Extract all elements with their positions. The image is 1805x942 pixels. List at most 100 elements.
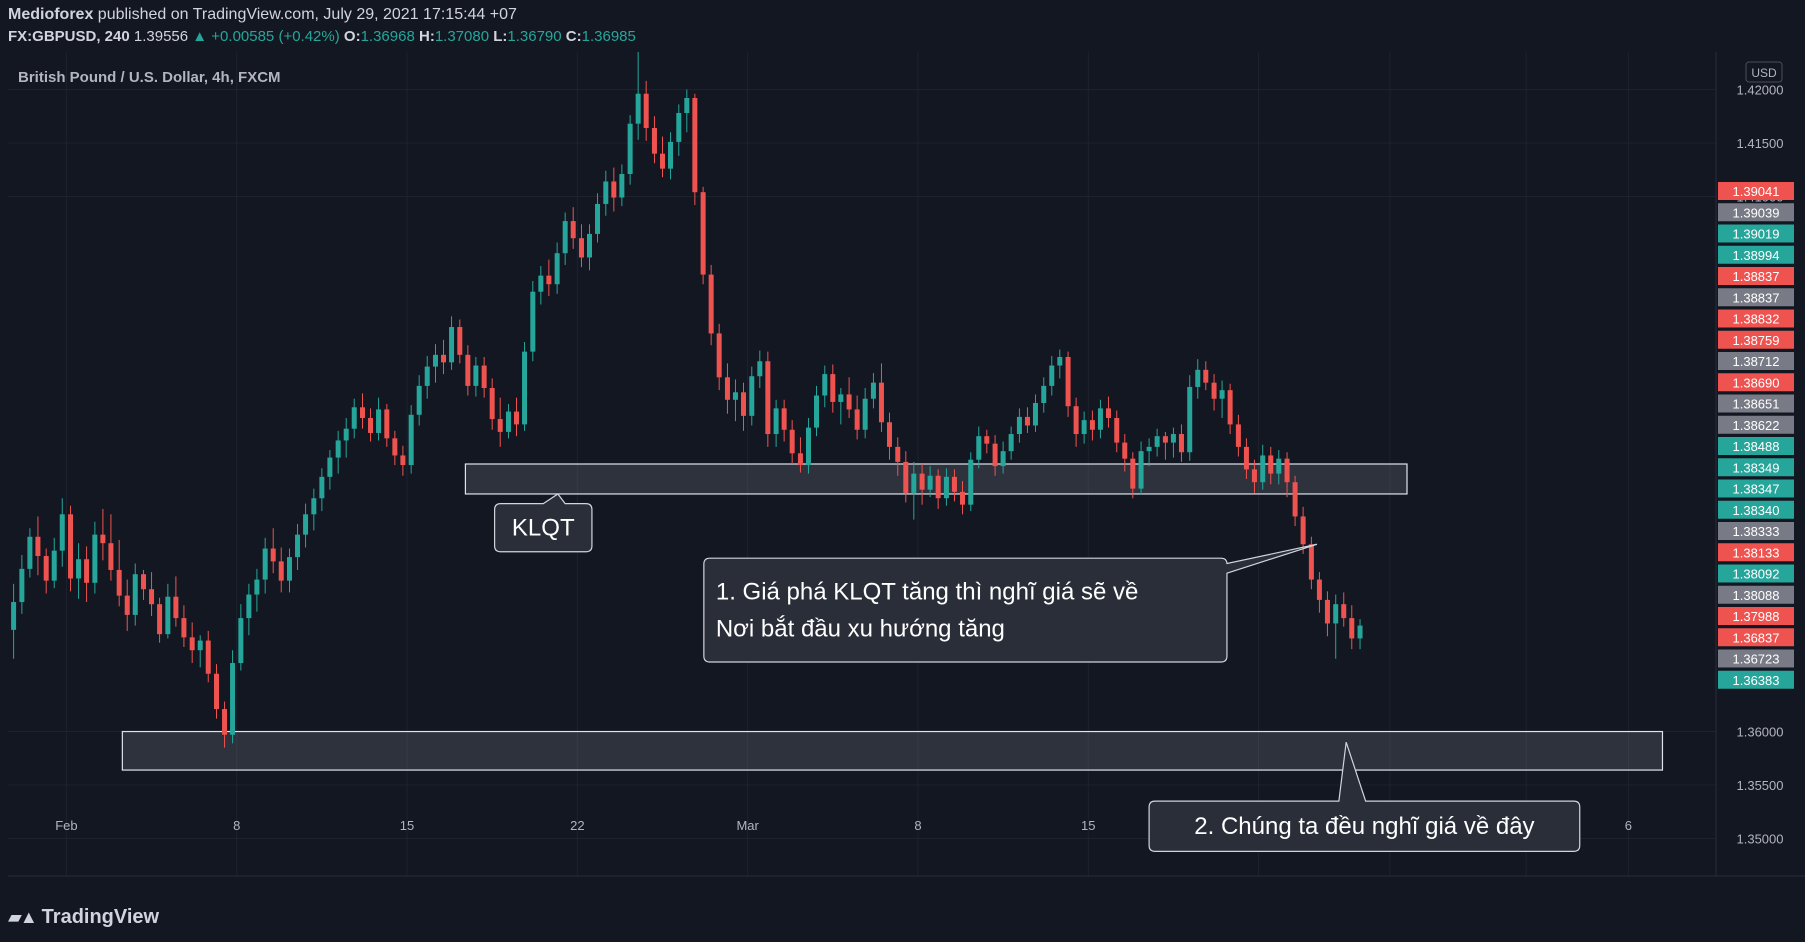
candle-body-34 — [287, 557, 293, 581]
candle-body-161 — [1316, 579, 1322, 600]
zone-1[interactable] — [121, 730, 1664, 771]
candle-body-59 — [489, 388, 495, 420]
candle-body-116 — [951, 476, 957, 492]
candle-body-36 — [303, 514, 309, 535]
candle-body-77 — [635, 93, 641, 124]
price-label-bg-20 — [1718, 607, 1794, 625]
candle-body-20 — [173, 596, 179, 619]
price-label-bg-10 — [1718, 394, 1794, 413]
candle-body-137 — [1122, 442, 1128, 459]
price-label-22: 1.36723 — [1733, 652, 1780, 667]
price-label-bg-13 — [1718, 458, 1794, 477]
price-label-18: 1.38092 — [1733, 567, 1780, 582]
price-label-bg-16 — [1718, 522, 1794, 540]
candles — [11, 52, 1363, 748]
price-chart[interactable]: USD British Pound / U.S. Dollar, 4h, FXC… — [8, 52, 1805, 892]
candle-body-163 — [1333, 604, 1339, 624]
candle-body-152 — [1243, 446, 1249, 470]
x-tick-label-3: 22 — [570, 818, 584, 833]
currency-badge[interactable] — [1745, 61, 1783, 83]
candle-body-71 — [586, 233, 592, 258]
candle-body-128 — [1049, 365, 1055, 386]
tradingview-logo[interactable]: ▰▲ TradingView — [8, 906, 159, 929]
candle-body-157 — [1284, 458, 1290, 483]
low-value: 1.36790 — [507, 28, 562, 45]
candle-body-81 — [668, 141, 674, 169]
y-tick-label-0: 1.35000 — [1737, 832, 1784, 847]
candle-body-110 — [903, 461, 909, 493]
candle-body-24 — [205, 640, 211, 674]
open-value: 1.36968 — [360, 28, 415, 45]
candle-body-56 — [465, 354, 471, 386]
candle-body-123 — [1008, 434, 1014, 452]
publisher-name[interactable]: Medioforex — [8, 6, 94, 23]
price-label-bg-0 — [1718, 182, 1794, 200]
price-label-23: 1.36383 — [1733, 673, 1780, 688]
price-label-bg-17 — [1718, 543, 1794, 562]
candle-body-15 — [132, 574, 138, 615]
candle-body-74 — [611, 181, 617, 198]
candle-body-160 — [1308, 544, 1314, 580]
chart-frame[interactable]: USD British Pound / U.S. Dollar, 4h, FXC… — [8, 52, 1805, 892]
x-tick-label-10: 6 — [1625, 818, 1632, 833]
candle-body-153 — [1251, 469, 1257, 483]
candle-body-135 — [1105, 408, 1111, 418]
candle-body-107 — [878, 382, 884, 423]
candle-body-94 — [773, 408, 779, 435]
price-label-bg-15 — [1718, 500, 1794, 519]
price-label-bg-9 — [1718, 373, 1794, 392]
price-label-20: 1.37988 — [1733, 609, 1780, 624]
price-label-bg-8 — [1718, 352, 1794, 370]
price-label-bg-4 — [1718, 267, 1794, 285]
price-label-bg-19 — [1718, 585, 1794, 604]
candle-body-6 — [59, 514, 65, 551]
candle-body-96 — [789, 429, 795, 454]
candle-body-131 — [1073, 406, 1079, 435]
candle-body-148 — [1211, 382, 1217, 399]
callout-2[interactable] — [1148, 742, 1581, 852]
candle-body-112 — [919, 473, 925, 490]
candle-body-12 — [108, 543, 114, 570]
x-tick-label-0: Feb — [55, 818, 77, 833]
candle-body-138 — [1130, 458, 1136, 489]
high-label: H: — [418, 28, 435, 45]
candle-body-79 — [651, 127, 657, 154]
candle-body-22 — [189, 637, 195, 651]
candle-body-127 — [1041, 385, 1047, 404]
candle-body-130 — [1065, 356, 1071, 407]
candle-body-69 — [570, 221, 576, 239]
callout-1[interactable] — [703, 543, 1318, 663]
candle-body-150 — [1227, 390, 1233, 425]
x-tick-label-6: 15 — [1081, 818, 1095, 833]
callout-0[interactable] — [494, 493, 593, 553]
close-value: 1.36985 — [581, 28, 636, 45]
candle-body-72 — [595, 203, 601, 234]
candle-body-43 — [359, 407, 365, 418]
candle-body-145 — [1187, 386, 1193, 453]
candle-body-28 — [238, 618, 244, 664]
chart-header: Medioforex published on TradingView.com,… — [0, 0, 1805, 50]
y-tick-label-1: 1.35500 — [1737, 778, 1784, 793]
candle-body-111 — [911, 473, 917, 493]
candle-body-164 — [1341, 604, 1347, 619]
candle-body-64 — [530, 291, 536, 352]
candle-body-113 — [927, 475, 933, 490]
callout-1-line-1: Nơi bắt đầu xu hướng tăng — [716, 616, 1005, 643]
x-tick-label-2: 15 — [400, 818, 414, 833]
candle-body-7 — [68, 514, 74, 579]
candle-body-90 — [741, 392, 747, 416]
price-change: ▲ +0.00585 (+0.42%) — [192, 28, 340, 45]
price-label-3: 1.38994 — [1733, 248, 1780, 263]
price-label-bg-3 — [1718, 245, 1794, 264]
price-label-10: 1.38651 — [1733, 397, 1780, 412]
candle-body-87 — [716, 333, 722, 378]
candle-body-55 — [457, 327, 463, 355]
symbol-line: FX:GBPUSD, 240 1.39556 ▲ +0.00585 (+0.42… — [8, 28, 636, 45]
candle-body-101 — [830, 374, 836, 402]
candle-body-98 — [805, 427, 811, 466]
candle-body-60 — [497, 419, 503, 432]
candle-body-17 — [149, 589, 155, 605]
price-label-bg-7 — [1718, 330, 1794, 349]
candle-body-57 — [473, 365, 479, 386]
candle-body-158 — [1292, 482, 1298, 517]
